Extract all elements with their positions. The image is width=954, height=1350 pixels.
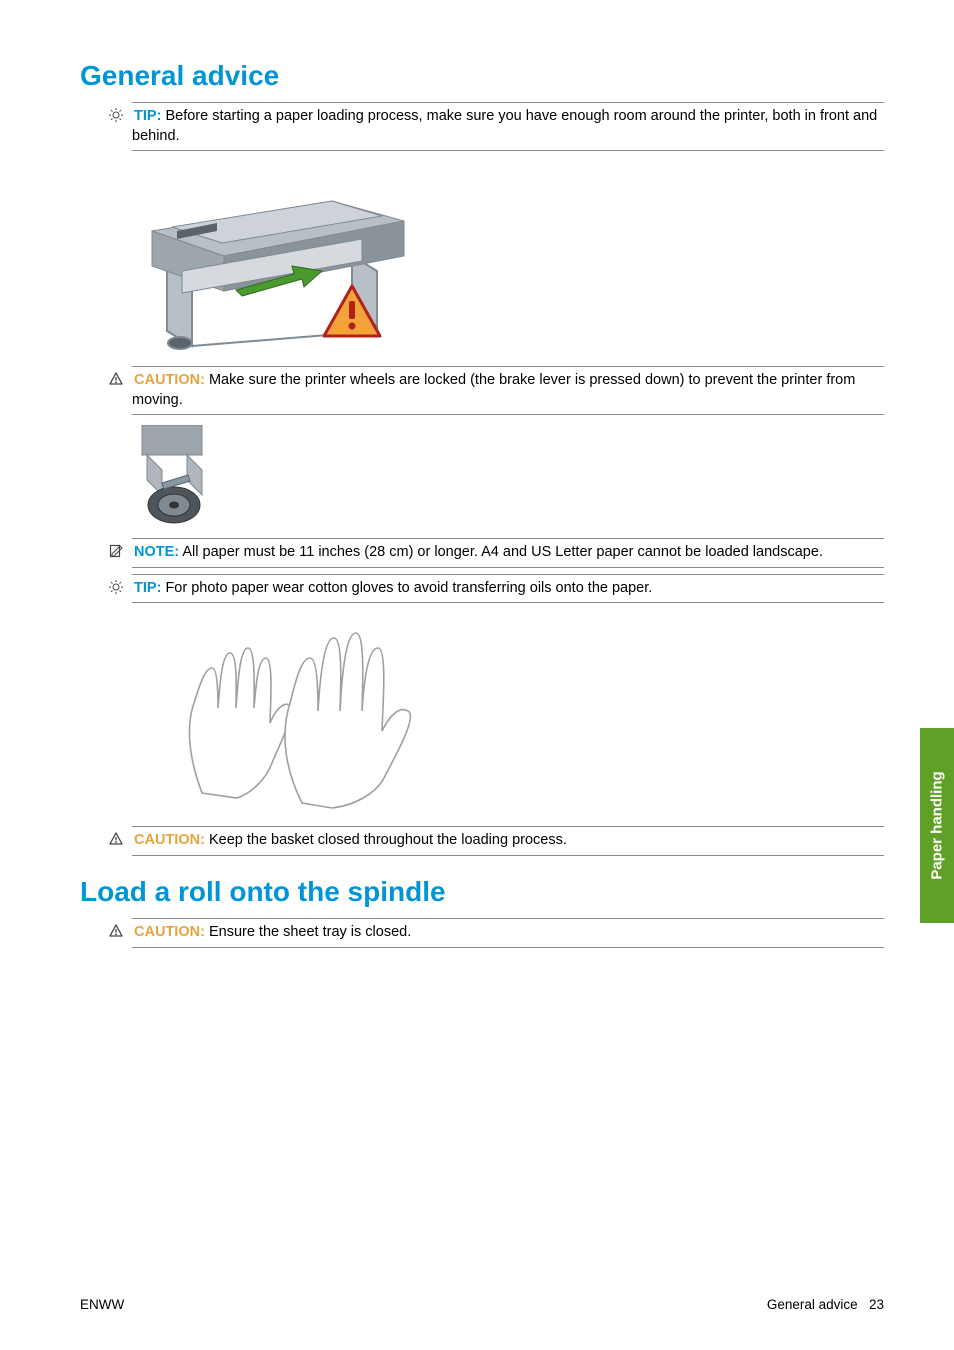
caution-text: Make sure the printer wheels are locked … (132, 372, 855, 408)
caution-3: CAUTION: Ensure the sheet tray is closed… (132, 918, 884, 948)
heading-load-roll: Load a roll onto the spindle (80, 876, 884, 908)
note-label: NOTE: (134, 544, 179, 560)
tip-label: TIP: (134, 108, 161, 124)
caution-label: CAUTION: (134, 372, 205, 388)
footer-left: ENWW (80, 1297, 124, 1312)
tip-label: TIP: (134, 580, 161, 596)
note-1: NOTE: All paper must be 11 inches (28 cm… (132, 538, 884, 568)
printer-illustration (132, 161, 884, 356)
note-icon (108, 543, 126, 559)
caution-text: Ensure the sheet tray is closed. (209, 924, 411, 940)
footer-right: General advice 23 (767, 1297, 884, 1312)
wheel-illustration (132, 425, 884, 528)
note-text: All paper must be 11 inches (28 cm) or l… (182, 544, 823, 560)
caution-label: CAUTION: (134, 832, 205, 848)
tip-2: TIP: For photo paper wear cotton gloves … (132, 574, 884, 604)
tip-text: Before starting a paper loading process,… (132, 108, 877, 144)
caution-1: CAUTION: Make sure the printer wheels ar… (132, 366, 884, 415)
chapter-tab: Paper handling (920, 728, 954, 923)
caution-icon (108, 923, 126, 939)
caution-2: CAUTION: Keep the basket closed througho… (132, 826, 884, 856)
tip-text: For photo paper wear cotton gloves to av… (165, 580, 652, 596)
gloves-illustration (132, 613, 884, 816)
tip-icon (108, 579, 126, 595)
caution-icon (108, 371, 126, 387)
caution-text: Keep the basket closed throughout the lo… (209, 832, 567, 848)
chapter-tab-label: Paper handling (929, 771, 946, 879)
caution-icon (108, 831, 126, 847)
page-footer: ENWW General advice 23 (80, 1297, 884, 1312)
caution-label: CAUTION: (134, 924, 205, 940)
tip-icon (108, 107, 126, 123)
heading-general-advice: General advice (80, 60, 884, 92)
tip-1: TIP: Before starting a paper loading pro… (132, 102, 884, 151)
